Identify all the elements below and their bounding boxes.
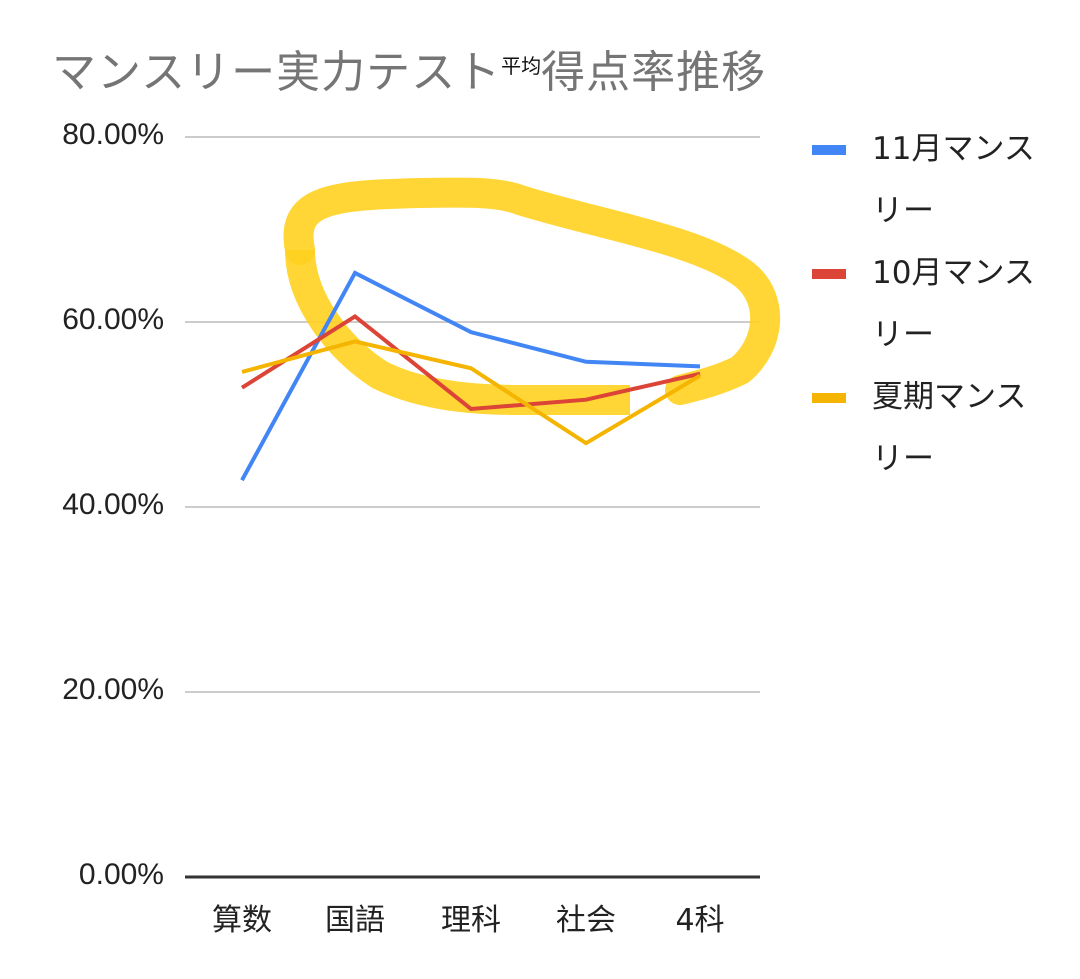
x-tick-label: 算数 xyxy=(212,903,272,938)
title-inserted-text: 平均 xyxy=(501,54,542,78)
x-tick-label: 4科 xyxy=(675,903,725,938)
highlight-annotation-lower xyxy=(285,249,630,415)
x-tick-label: 社会 xyxy=(556,903,616,938)
legend-swatch-yellow-icon xyxy=(812,393,846,403)
title-main-part: マンスリー実力テスト xyxy=(52,47,502,98)
title-main-part-2: 得点率推移 xyxy=(541,47,767,98)
series-lines xyxy=(240,270,702,482)
y-tick-label: 80.00% xyxy=(62,118,164,151)
legend-label: 夏期マンス リー xyxy=(872,379,1027,477)
chart-title: マンスリー実力テスト平均得点率推移 xyxy=(52,36,766,100)
series-line[interactable] xyxy=(240,314,701,412)
series-line[interactable] xyxy=(241,339,702,446)
x-tick-label: 国語 xyxy=(325,903,385,938)
gridlines xyxy=(185,136,760,693)
highlight-annotation xyxy=(283,177,780,405)
legend-swatch-red-icon xyxy=(812,269,846,279)
x-tick-label: 理科 xyxy=(441,903,501,938)
y-tick-label: 0.00% xyxy=(78,858,164,891)
legend-label: 11月マンス リー xyxy=(872,131,1035,229)
y-tick-label: 60.00% xyxy=(62,303,164,336)
legend-label: 10月マンス リー xyxy=(872,255,1035,353)
y-tick-label: 40.00% xyxy=(62,488,164,521)
legend-swatch-blue-icon xyxy=(812,145,846,155)
y-tick-label: 20.00% xyxy=(62,673,164,706)
